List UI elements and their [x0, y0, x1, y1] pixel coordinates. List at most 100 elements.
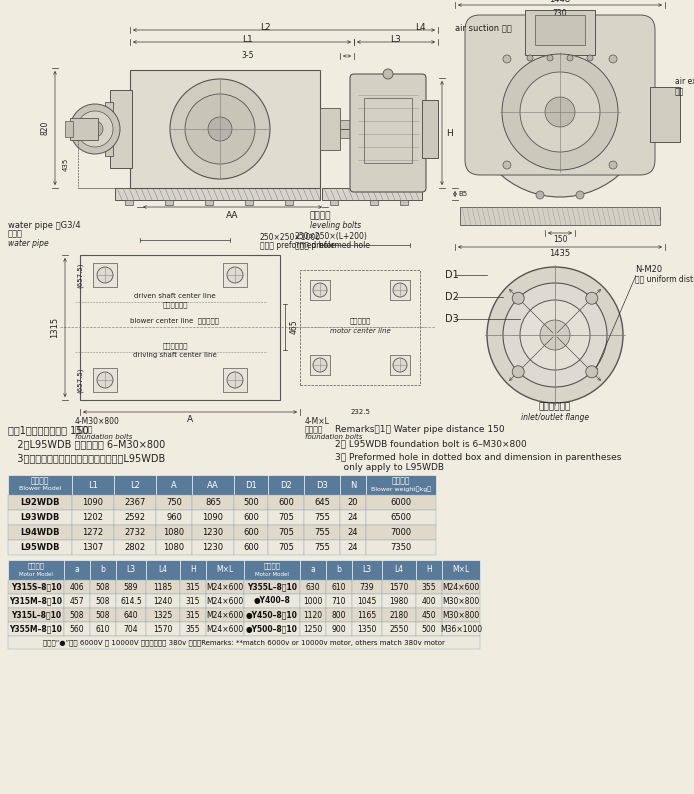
Bar [8, 594, 64, 608]
Text: 600: 600 [243, 528, 259, 537]
Text: 640: 640 [124, 611, 138, 619]
Bar [326, 608, 352, 622]
Text: Y315S–8、10: Y315S–8、10 [10, 583, 61, 592]
Text: a: a [75, 565, 79, 575]
Bar [245, 200, 253, 205]
Text: 1230: 1230 [203, 528, 223, 537]
Text: Motor Model: Motor Model [255, 572, 289, 576]
Text: Y355L–8、10: Y355L–8、10 [247, 583, 297, 592]
Text: M30×800: M30×800 [442, 611, 480, 619]
Text: 1230: 1230 [203, 543, 223, 552]
Text: 主朼重量: 主朼重量 [391, 476, 410, 485]
Text: L4: L4 [415, 22, 425, 32]
Bar [116, 594, 146, 608]
Bar [382, 622, 416, 636]
Text: 1202: 1202 [83, 513, 103, 522]
Text: D3: D3 [316, 480, 328, 489]
Bar [180, 580, 206, 594]
Bar [156, 540, 192, 555]
Bar [352, 560, 382, 580]
Text: water pipe 接G3/4: water pipe 接G3/4 [8, 221, 81, 229]
Bar [8, 622, 64, 636]
Bar [192, 510, 234, 525]
Bar [268, 495, 304, 510]
Text: 地脚螺栓: 地脚螺栓 [75, 426, 94, 434]
Text: L3: L3 [126, 565, 135, 575]
Bar [192, 540, 234, 555]
Text: H: H [447, 129, 453, 137]
Text: 630: 630 [305, 583, 321, 592]
Text: 均布 uniform distribution: 均布 uniform distribution [635, 275, 694, 283]
Text: 705: 705 [278, 513, 294, 522]
Bar [330, 200, 338, 205]
Bar [180, 622, 206, 636]
Text: 1350: 1350 [357, 625, 377, 634]
Text: Motor Model: Motor Model [19, 572, 53, 576]
Text: 232.5: 232.5 [350, 409, 370, 415]
Bar [300, 594, 326, 608]
Bar [382, 594, 416, 608]
Circle shape [313, 358, 327, 372]
Bar [416, 622, 442, 636]
Bar [400, 200, 408, 205]
Circle shape [609, 55, 617, 63]
Bar [340, 475, 366, 495]
Bar [130, 70, 320, 188]
Bar [352, 580, 382, 594]
Text: M24×600: M24×600 [442, 583, 480, 592]
Bar [370, 200, 378, 205]
Text: 1315: 1315 [51, 317, 60, 337]
Bar [442, 594, 480, 608]
Text: 710: 710 [332, 596, 346, 606]
Bar [90, 594, 116, 608]
Circle shape [77, 111, 113, 147]
Bar [320, 108, 340, 150]
Text: 1185: 1185 [153, 583, 173, 592]
Bar [8, 475, 72, 495]
Bar [310, 280, 330, 300]
Bar [416, 608, 442, 622]
Text: 250×250×1000: 250×250×1000 [260, 233, 321, 241]
Bar [156, 475, 192, 495]
Text: M24×600: M24×600 [206, 583, 244, 592]
Bar [244, 594, 300, 608]
Text: A: A [187, 415, 193, 425]
Text: L2: L2 [260, 22, 270, 32]
Bar [180, 594, 206, 608]
Text: 400: 400 [422, 596, 437, 606]
Text: (657.5): (657.5) [77, 262, 83, 287]
Bar [234, 475, 268, 495]
Text: 508: 508 [96, 596, 110, 606]
Text: 150: 150 [552, 234, 567, 244]
Bar [192, 525, 234, 540]
Bar [90, 608, 116, 622]
Text: 600: 600 [278, 498, 294, 507]
Text: 1980: 1980 [389, 596, 409, 606]
Bar [156, 495, 192, 510]
Bar [268, 475, 304, 495]
Circle shape [70, 104, 120, 154]
Circle shape [586, 366, 598, 378]
Circle shape [503, 283, 607, 387]
Circle shape [227, 267, 243, 283]
Text: 1250: 1250 [303, 625, 323, 634]
Circle shape [527, 55, 533, 61]
Circle shape [97, 267, 113, 283]
Text: 电朼型号: 电朼型号 [28, 563, 44, 569]
Text: 730: 730 [552, 10, 567, 18]
Text: 主动轴中心线: 主动轴中心线 [162, 343, 188, 349]
Bar [300, 580, 326, 594]
Bar [146, 580, 180, 594]
Text: 2、L95WDB 地脚螺栓为 6–M30×800: 2、L95WDB 地脚螺栓为 6–M30×800 [8, 439, 165, 449]
Text: B5: B5 [459, 191, 468, 197]
Bar [72, 525, 114, 540]
Text: 电朼型号: 电朼型号 [264, 563, 280, 569]
Circle shape [609, 161, 617, 169]
Bar [93, 263, 117, 287]
Text: D3: D3 [445, 314, 459, 324]
Bar [105, 102, 113, 156]
Circle shape [313, 283, 327, 297]
Bar [326, 560, 352, 580]
Text: H: H [426, 565, 432, 575]
Text: 7350: 7350 [390, 543, 412, 552]
